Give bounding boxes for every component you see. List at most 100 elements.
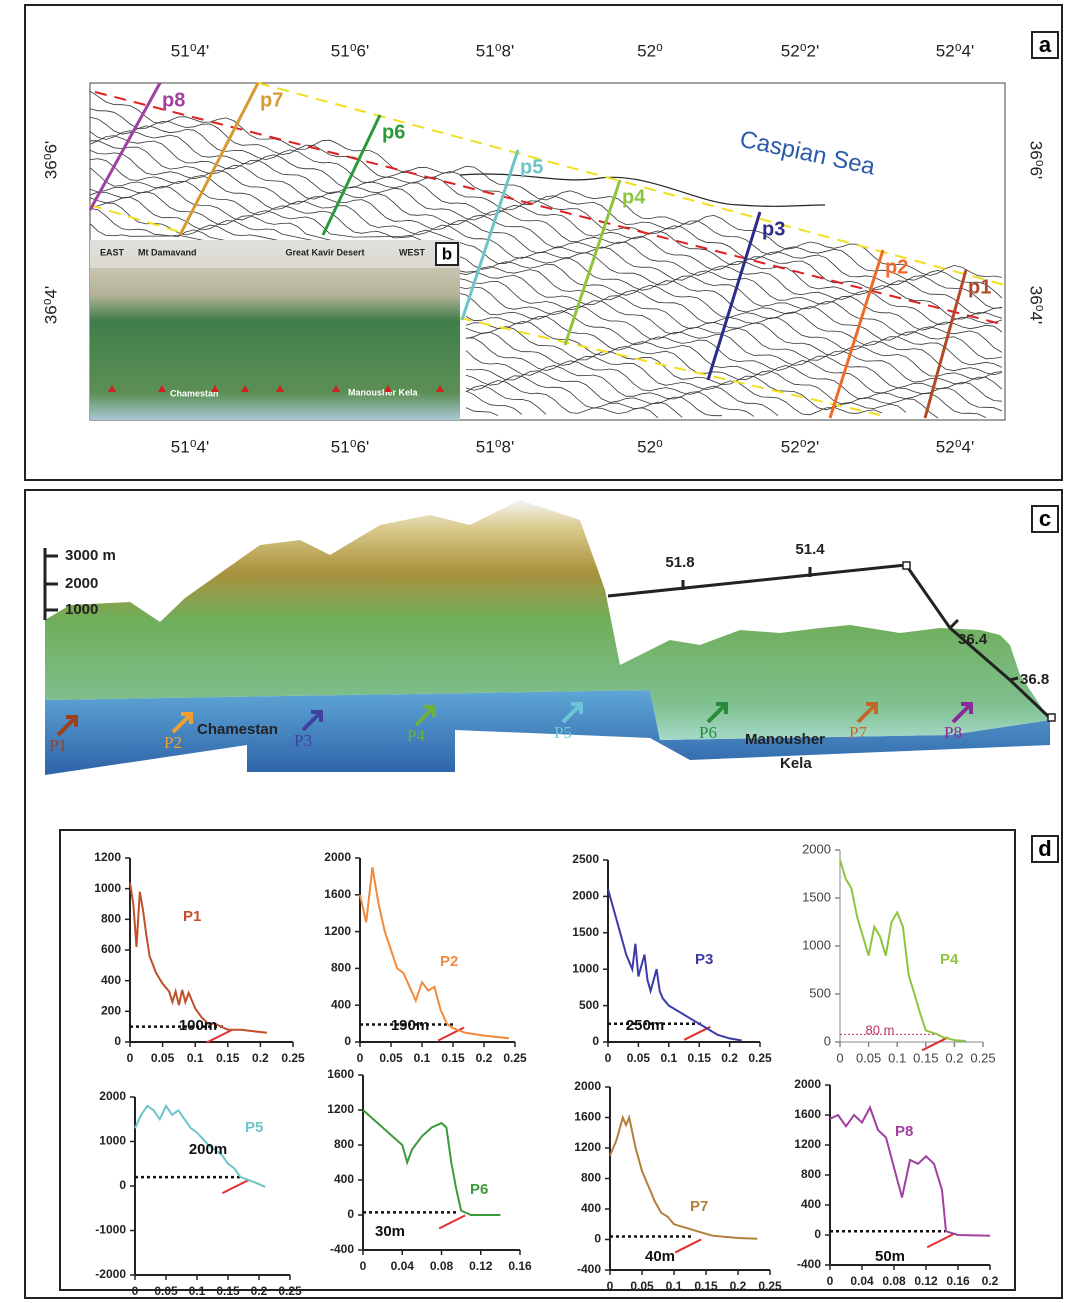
profile-line xyxy=(362,1109,501,1216)
slope-mark xyxy=(926,1233,954,1249)
contour xyxy=(465,374,683,418)
boundary-line xyxy=(459,317,881,416)
profile-label: p8 xyxy=(162,89,185,111)
y-tick-label: 1200 xyxy=(327,1102,354,1116)
arrow xyxy=(56,715,78,737)
y-tick-label: 1600 xyxy=(574,1110,601,1124)
inset-label: Mt Damavand xyxy=(138,247,197,257)
contour xyxy=(89,116,1003,310)
slope-mark xyxy=(206,1028,233,1044)
scale-bar xyxy=(43,548,1056,722)
y-tick-label: 400 xyxy=(101,973,121,987)
inset-sky xyxy=(90,240,460,268)
x-tick-label: 0.15 xyxy=(688,1051,712,1065)
x-tick-label: 0.25 xyxy=(748,1051,772,1065)
slope-mark xyxy=(437,1026,465,1042)
y-tick-label: 2000 xyxy=(802,841,831,856)
y-tick-label: 800 xyxy=(334,1137,354,1151)
y-tick-label: 1000 xyxy=(94,881,121,895)
annotation: 40m xyxy=(645,1248,675,1265)
x-tick-label: 0 xyxy=(360,1259,367,1273)
arrow xyxy=(384,385,392,392)
coord-tick xyxy=(948,618,960,630)
lon-label: 51⁰4' xyxy=(171,437,209,456)
panel-label-box xyxy=(1031,505,1059,533)
profile-label: P4 xyxy=(407,726,425,745)
annotation: 80 m xyxy=(866,1022,895,1037)
profile-line xyxy=(321,114,382,236)
coord-label: 36.8 xyxy=(1020,671,1049,688)
profile-label: p3 xyxy=(762,218,785,240)
contour xyxy=(89,191,1003,376)
contour xyxy=(89,130,1003,315)
profile-line xyxy=(607,888,742,1042)
y-tick-label: 0 xyxy=(824,1033,831,1048)
lon-label: 51⁰4' xyxy=(171,41,209,60)
inset-label: Great Kavir Desert xyxy=(285,247,364,257)
y-tick-label: 2000 xyxy=(99,1089,126,1103)
series-label: P3 xyxy=(695,951,713,968)
arrow xyxy=(706,702,728,724)
x-tick-label: 0.04 xyxy=(850,1274,874,1288)
profile-line xyxy=(923,269,968,419)
x-tick-label: 0 xyxy=(836,1050,843,1065)
x-tick-label: 0.2 xyxy=(252,1051,269,1065)
x-tick-label: 0.25 xyxy=(503,1051,527,1065)
y-tick-label: 1600 xyxy=(324,887,351,901)
x-tick-label: 0.2 xyxy=(730,1279,747,1293)
profile-label: p6 xyxy=(382,121,405,143)
profile-label: P8 xyxy=(944,723,962,742)
lon-label: 52⁰4' xyxy=(936,41,974,60)
arrow xyxy=(276,385,284,392)
annotation: 50m xyxy=(875,1248,905,1265)
corner xyxy=(1047,713,1056,722)
panel-label: a xyxy=(1039,32,1052,57)
panel-label: c xyxy=(1039,506,1051,531)
profile-label: p4 xyxy=(622,186,646,208)
y-tick-label: 1600 xyxy=(794,1107,821,1121)
contour xyxy=(89,135,1003,320)
contour xyxy=(89,158,1003,353)
lon-label: 52⁰2' xyxy=(781,437,819,456)
lat-label: 36⁰6' xyxy=(41,141,60,179)
lon-label: 52⁰ xyxy=(637,437,663,456)
lon-label: 52⁰ xyxy=(637,41,663,60)
slope-mark xyxy=(674,1238,702,1254)
town-label: Chamestan xyxy=(197,721,278,738)
x-tick-label: 0.2 xyxy=(945,1050,963,1065)
y-tick-label: 400 xyxy=(331,997,351,1011)
y-tick-label: 1200 xyxy=(574,1140,601,1154)
corner xyxy=(902,561,911,570)
lon-label: 52⁰2' xyxy=(781,41,819,60)
y-tick-label: -400 xyxy=(577,1262,601,1276)
inset-label: Manousher Kela xyxy=(348,387,419,397)
y-tick-label: 1200 xyxy=(94,850,121,864)
series-label: P4 xyxy=(940,951,959,968)
y-tick-label: 1000 xyxy=(802,937,831,952)
fault-line xyxy=(94,91,1006,326)
y-tick-label: 400 xyxy=(581,1201,601,1215)
x-tick-label: 0.15 xyxy=(216,1051,240,1065)
inset-label: EAST xyxy=(100,247,125,257)
profile-line xyxy=(828,249,885,419)
inset-image xyxy=(90,240,460,420)
slope-mark xyxy=(438,1214,466,1230)
boundary-line xyxy=(89,204,181,233)
y-tick-label: 1000 xyxy=(572,961,599,975)
x-tick-label: 0.15 xyxy=(913,1050,938,1065)
y-tick-label: 500 xyxy=(579,998,599,1012)
profile-label: P6 xyxy=(699,723,717,742)
slope-mark xyxy=(921,1036,949,1052)
series-label: P7 xyxy=(690,1198,708,1215)
contour xyxy=(465,380,659,419)
y-tick-label: 1200 xyxy=(324,924,351,938)
panel-cd-frame xyxy=(24,489,1063,1299)
panel-label-box xyxy=(1031,835,1059,863)
y-tick-label: 800 xyxy=(331,961,351,975)
x-tick-label: 0 xyxy=(827,1274,834,1288)
x-tick-label: 0.05 xyxy=(151,1051,175,1065)
contour xyxy=(465,315,987,418)
arrow xyxy=(301,710,323,732)
profile-label: P2 xyxy=(164,733,182,752)
series-label: P2 xyxy=(440,953,458,970)
